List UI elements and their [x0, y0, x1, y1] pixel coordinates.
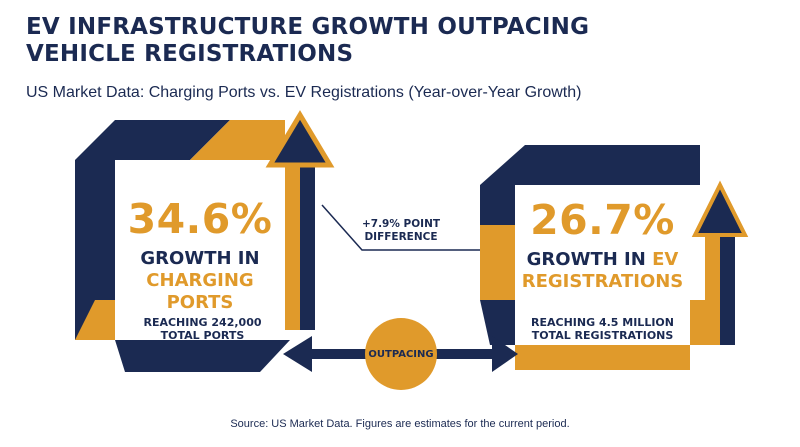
title-line-2: VEHICLE REGISTRATIONS [26, 41, 354, 67]
right-card-label-1: GROWTH IN EV [515, 249, 690, 271]
title-line-1: EV INFRASTRUCTURE GROWTH OUTPACING [26, 14, 590, 40]
outpacing-label: OUTPACING [368, 349, 434, 360]
right-card-note-1: REACHING 4.5 MILLION [531, 316, 674, 329]
outpacing-circle [365, 318, 437, 390]
left-card-note-1: REACHING 242,000 [143, 316, 262, 329]
right-card-panel: 26.7% GROWTH IN EV REGISTRATIONS [515, 185, 690, 300]
difference-line-2: DIFFERENCE [364, 231, 438, 243]
source-note: Source: US Market Data. Figures are esti… [230, 418, 570, 430]
right-card-note-2: TOTAL REGISTRATIONS [531, 329, 674, 342]
difference-connector-line [321, 204, 480, 251]
left-card-note-2: TOTAL PORTS [160, 329, 245, 342]
left-card-label-1: GROWTH IN [140, 248, 260, 269]
double-arrow [283, 318, 518, 390]
right-card-note: REACHING 4.5 MILLION TOTAL REGISTRATIONS [515, 316, 690, 342]
left-card-frame [75, 110, 335, 372]
page-subtitle: US Market Data: Charging Ports vs. EV Re… [26, 84, 582, 101]
page-title: EV INFRASTRUCTURE GROWTH OUTPACING VEHIC… [26, 14, 726, 68]
right-card-label-1a: GROWTH IN [526, 249, 653, 270]
left-card-value: 34.6% [127, 195, 273, 243]
right-card-value: 26.7% [530, 196, 675, 244]
right-card-frame [480, 145, 749, 370]
left-card-label-2: CHARGING PORTS [146, 270, 254, 313]
difference-line-1: +7.9% POINT [361, 218, 441, 230]
right-card-label-1b: EV [652, 249, 679, 270]
left-card-note: REACHING 242,000 TOTAL PORTS [115, 316, 290, 342]
left-card-panel: 34.6% GROWTH IN CHARGING PORTS [115, 180, 285, 313]
right-card-label-2: REGISTRATIONS [521, 271, 684, 292]
difference-callout: +7.9% POINT DIFFERENCE [356, 218, 446, 244]
